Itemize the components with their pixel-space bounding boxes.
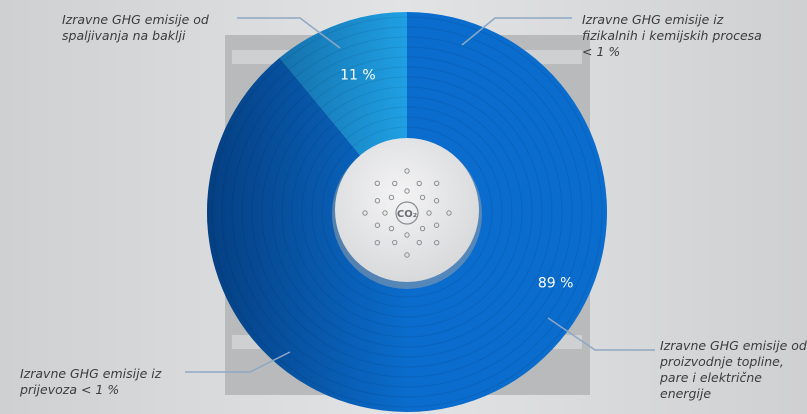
icon-dot — [392, 239, 398, 246]
icon-dot — [416, 180, 422, 187]
leader-line — [185, 351, 291, 373]
icon-dot — [382, 210, 388, 216]
center-disc — [335, 138, 479, 282]
ring — [301, 106, 513, 318]
ring — [251, 56, 563, 368]
icon-dot — [392, 180, 398, 187]
leader-line — [461, 17, 572, 46]
icon-dot — [388, 194, 395, 201]
annotation: Izravne GHG emisije iz prijevoza < 1 % — [20, 366, 162, 397]
value-label: 11 % — [340, 68, 376, 84]
icon-dot — [419, 225, 426, 232]
icon-dot — [388, 225, 395, 232]
ring — [231, 36, 583, 388]
ring — [291, 96, 523, 328]
icon-dot — [374, 239, 381, 246]
icon-dot — [416, 239, 422, 246]
icon-dot — [419, 194, 426, 201]
icon-dot — [404, 168, 410, 174]
ring — [211, 16, 603, 408]
icon-dot — [404, 188, 410, 194]
leader-line — [237, 17, 341, 49]
icon-dot — [362, 210, 368, 216]
icon-dot — [374, 222, 381, 228]
ring — [261, 66, 553, 358]
icon-ring — [395, 201, 419, 225]
value-label: 89 % — [538, 276, 574, 292]
icon-dot — [404, 252, 410, 258]
slice-label: Izravne GHG emisije od proizvodnje topli… — [660, 338, 807, 401]
rings — [211, 16, 603, 408]
ring — [281, 86, 533, 338]
ring — [321, 126, 493, 298]
ring — [241, 46, 573, 378]
icon-dot — [404, 232, 410, 238]
ring — [271, 76, 543, 348]
slice-label: Izravne GHG emisije od spaljivanja na ba… — [62, 12, 209, 43]
ring — [311, 116, 503, 308]
ring — [221, 26, 593, 398]
icon-dot — [433, 239, 440, 246]
annotation: Izravne GHG emisije iz fizikalnih i kemi… — [582, 12, 762, 59]
icon-label: CO₂ — [397, 209, 417, 220]
icon-dot — [374, 180, 381, 187]
icon-dot — [433, 222, 440, 228]
icon-dot — [433, 198, 440, 204]
icon-dot — [374, 198, 381, 204]
icon-dot — [426, 210, 432, 216]
icon-dot — [433, 180, 440, 187]
leader-line — [547, 317, 655, 351]
icon — [362, 168, 452, 258]
icon-dot — [446, 210, 452, 216]
